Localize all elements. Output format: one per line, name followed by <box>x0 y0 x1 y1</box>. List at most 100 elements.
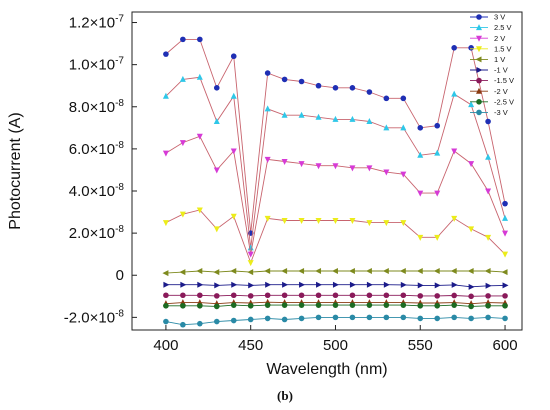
data-point <box>332 302 339 308</box>
data-point <box>315 217 322 224</box>
data-point <box>213 167 220 174</box>
data-point <box>434 302 441 309</box>
x-tick-label: 550 <box>408 337 433 354</box>
data-point <box>247 316 254 323</box>
legend: 3 V2.5 V 2 V1.5 V 1 V -1 V-1.5 V -2 V-2.5 V -… <box>470 13 514 117</box>
legend-label: -2.5 V <box>494 97 514 106</box>
y-tick-label: 2.0×10-8 <box>69 224 125 242</box>
data-point <box>196 207 203 214</box>
data-point <box>349 217 356 224</box>
legend-label: 2.5 V <box>494 23 512 32</box>
data-point <box>315 292 322 299</box>
data-point <box>264 215 271 222</box>
y-tick-label: 1.0×10-7 <box>69 56 125 74</box>
data-point <box>348 268 355 275</box>
data-point <box>282 281 289 288</box>
data-point <box>196 133 203 140</box>
data-point <box>332 217 339 224</box>
x-tick-label: 450 <box>238 337 263 354</box>
data-point <box>332 85 339 91</box>
legend-marker <box>476 35 482 42</box>
data-point <box>315 302 322 308</box>
legend-label: 3 V <box>494 13 505 22</box>
data-point <box>315 268 322 275</box>
legend-marker <box>476 46 482 53</box>
data-point <box>485 314 491 321</box>
series-line <box>165 38 506 234</box>
data-point <box>298 78 305 85</box>
data-point <box>417 282 424 289</box>
data-point <box>484 268 491 275</box>
data-point <box>230 213 237 220</box>
legend-marker <box>476 109 482 116</box>
data-point <box>502 214 509 221</box>
data-point <box>230 292 237 299</box>
data-point <box>468 293 474 300</box>
data-point <box>281 111 288 118</box>
data-point <box>281 217 288 224</box>
data-point <box>265 281 272 288</box>
legend-entry: -2.5 V <box>470 97 514 106</box>
series-neg2p5V <box>163 302 508 310</box>
data-point <box>315 314 322 321</box>
data-point <box>197 36 203 43</box>
y-tick-label: 8.0×10-8 <box>69 98 125 116</box>
data-point <box>281 292 288 299</box>
data-point <box>434 282 441 289</box>
data-point <box>332 281 339 288</box>
data-point <box>213 226 220 233</box>
data-point <box>502 200 508 207</box>
data-point <box>213 85 220 91</box>
data-point <box>468 161 475 168</box>
data-point <box>230 317 237 324</box>
data-point <box>451 281 458 288</box>
data-point <box>400 281 407 288</box>
data-point <box>451 302 457 308</box>
data-point <box>349 85 356 91</box>
data-point <box>416 268 423 275</box>
data-point <box>162 150 169 157</box>
data-point <box>349 165 356 172</box>
data-point <box>383 314 390 321</box>
series-neg1V <box>163 281 509 290</box>
data-point <box>485 153 492 160</box>
data-point <box>349 302 356 308</box>
data-point <box>247 260 254 267</box>
data-point <box>383 169 390 176</box>
legend-marker <box>475 56 482 63</box>
data-point <box>247 251 254 258</box>
data-point <box>298 268 305 275</box>
data-point <box>213 118 220 125</box>
data-point <box>434 234 441 241</box>
data-point <box>400 292 407 299</box>
series-3V <box>163 36 508 236</box>
data-point <box>502 315 508 322</box>
data-point <box>196 73 203 80</box>
data-point <box>180 36 186 43</box>
data-point <box>230 92 237 99</box>
data-point <box>180 281 187 288</box>
data-point <box>315 163 322 170</box>
legend-entry: 1 V <box>470 55 505 64</box>
data-point <box>213 269 220 276</box>
data-point <box>264 302 271 308</box>
data-point <box>467 268 474 275</box>
data-point <box>231 281 238 288</box>
data-point <box>417 234 424 241</box>
data-point <box>230 268 237 275</box>
data-point <box>383 281 390 288</box>
data-point <box>399 268 406 275</box>
data-point <box>163 281 170 288</box>
data-point <box>332 163 339 170</box>
legend-label: 2 V <box>494 34 505 43</box>
data-point <box>366 220 373 227</box>
data-point <box>400 302 407 308</box>
data-point <box>264 105 271 112</box>
data-point <box>400 314 407 321</box>
data-point <box>298 302 305 308</box>
data-point <box>383 302 390 308</box>
data-point <box>332 115 339 122</box>
data-point <box>197 292 203 299</box>
data-point <box>417 293 424 299</box>
